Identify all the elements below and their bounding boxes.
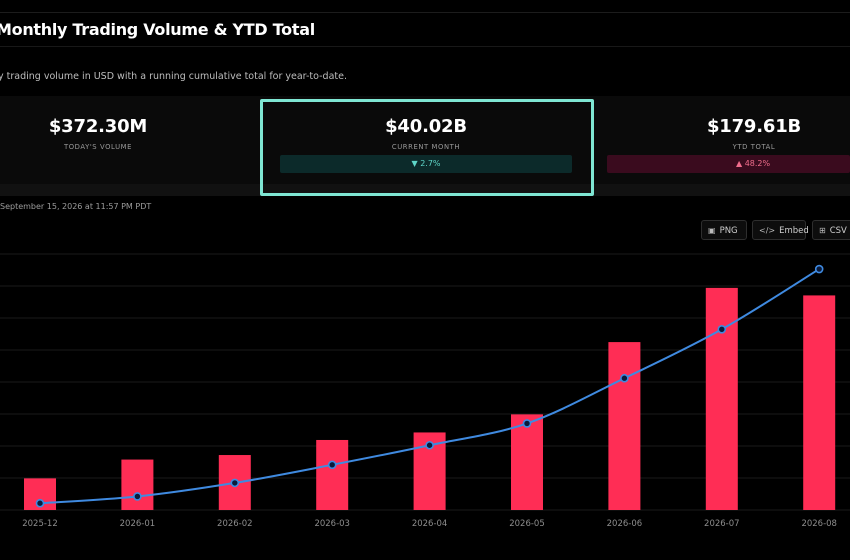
stat-todays-volume: $372.30M TODAY'S VOLUME [0, 116, 196, 151]
stat-value: $40.02B [385, 116, 467, 137]
bar-2026-07[interactable] [705, 287, 738, 510]
stat-value: $179.61B [706, 116, 802, 137]
bar-2026-06[interactable] [608, 342, 641, 510]
change-badge-current-month: ▼ 2.7% [280, 155, 572, 173]
x-tick-label: 2026-07 [704, 519, 740, 529]
ytd-point-2025-12[interactable] [35, 498, 45, 508]
x-tick-label: 2026-02 [217, 519, 253, 529]
updated-timestamp: September 15, 2026 at 11:57 PM PDT [0, 202, 152, 211]
stats-band-footer [0, 184, 850, 196]
bar-2026-01[interactable] [121, 459, 154, 510]
ytd-point-2026-08[interactable] [814, 264, 824, 274]
ytd-point-2026-06[interactable] [620, 373, 629, 383]
x-tick-label: 2025-12 [22, 519, 58, 529]
triangle-up-icon: ▲ [736, 159, 743, 168]
volume-chart: 2025-12 2026-01 2026-02 2026-03 2026-04 2026-… [0, 253, 850, 529]
change-badge-ytd: ▲ 48.2% [607, 155, 850, 173]
stat-current-month: $40.02B CURRENT MONTH [262, 116, 590, 151]
triangle-down-icon: ▼ [411, 159, 418, 168]
header-divider [0, 46, 850, 47]
bar-2026-03[interactable] [316, 439, 349, 510]
bars [24, 287, 836, 510]
page-subtitle: y trading volume in USD with a running c… [0, 71, 347, 82]
png-label: PNG [719, 226, 738, 236]
embed-button[interactable]: </> Embed [752, 220, 809, 240]
x-tick-label: 2026-05 [509, 519, 545, 529]
code-icon: </> [759, 226, 776, 235]
embed-label: Embed [779, 226, 809, 236]
ytd-point-2026-03[interactable] [327, 460, 337, 470]
ytd-point-2026-05[interactable] [522, 419, 532, 428]
change-value: 2.7% [420, 159, 441, 168]
stats-band [0, 96, 850, 194]
x-tick-label: 2026-06 [607, 519, 643, 529]
x-axis-ticks: 2025-12 2026-01 2026-02 2026-03 2026-04 2026-… [22, 519, 837, 529]
png-button[interactable]: ▣ PNG [701, 220, 747, 240]
table-icon: ⊞ [819, 226, 826, 235]
stat-ytd-total: $179.61B YTD TOTAL [608, 116, 850, 151]
x-tick-label: 2026-03 [314, 519, 350, 529]
bar-2026-08[interactable] [803, 295, 836, 510]
bar-2026-05[interactable] [511, 414, 543, 510]
x-tick-label: 2026-01 [120, 519, 156, 529]
stat-label: CURRENT MONTH [391, 143, 461, 151]
ytd-point-2026-04[interactable] [425, 440, 434, 450]
stat-label: YTD TOTAL [732, 143, 776, 151]
csv-button[interactable]: ⊞ CSV [812, 220, 850, 240]
ytd-point-2026-01[interactable] [133, 492, 142, 501]
ytd-point-2026-02[interactable] [230, 478, 240, 488]
x-tick-label: 2026-08 [801, 519, 837, 529]
top-divider [0, 12, 850, 13]
ytd-line-path [39, 268, 820, 505]
ytd-line [35, 264, 824, 508]
stat-label: TODAY'S VOLUME [63, 143, 133, 151]
page-title: Monthly Trading Volume & YTD Total [0, 20, 315, 39]
current-month-highlight [260, 99, 594, 196]
change-value: 48.2% [744, 159, 771, 168]
image-icon: ▣ [708, 226, 716, 235]
x-tick-label: 2026-04 [412, 519, 448, 529]
csv-label: CSV [829, 226, 847, 236]
stat-value: $372.30M [48, 116, 148, 137]
ytd-point-2026-07[interactable] [717, 324, 727, 334]
